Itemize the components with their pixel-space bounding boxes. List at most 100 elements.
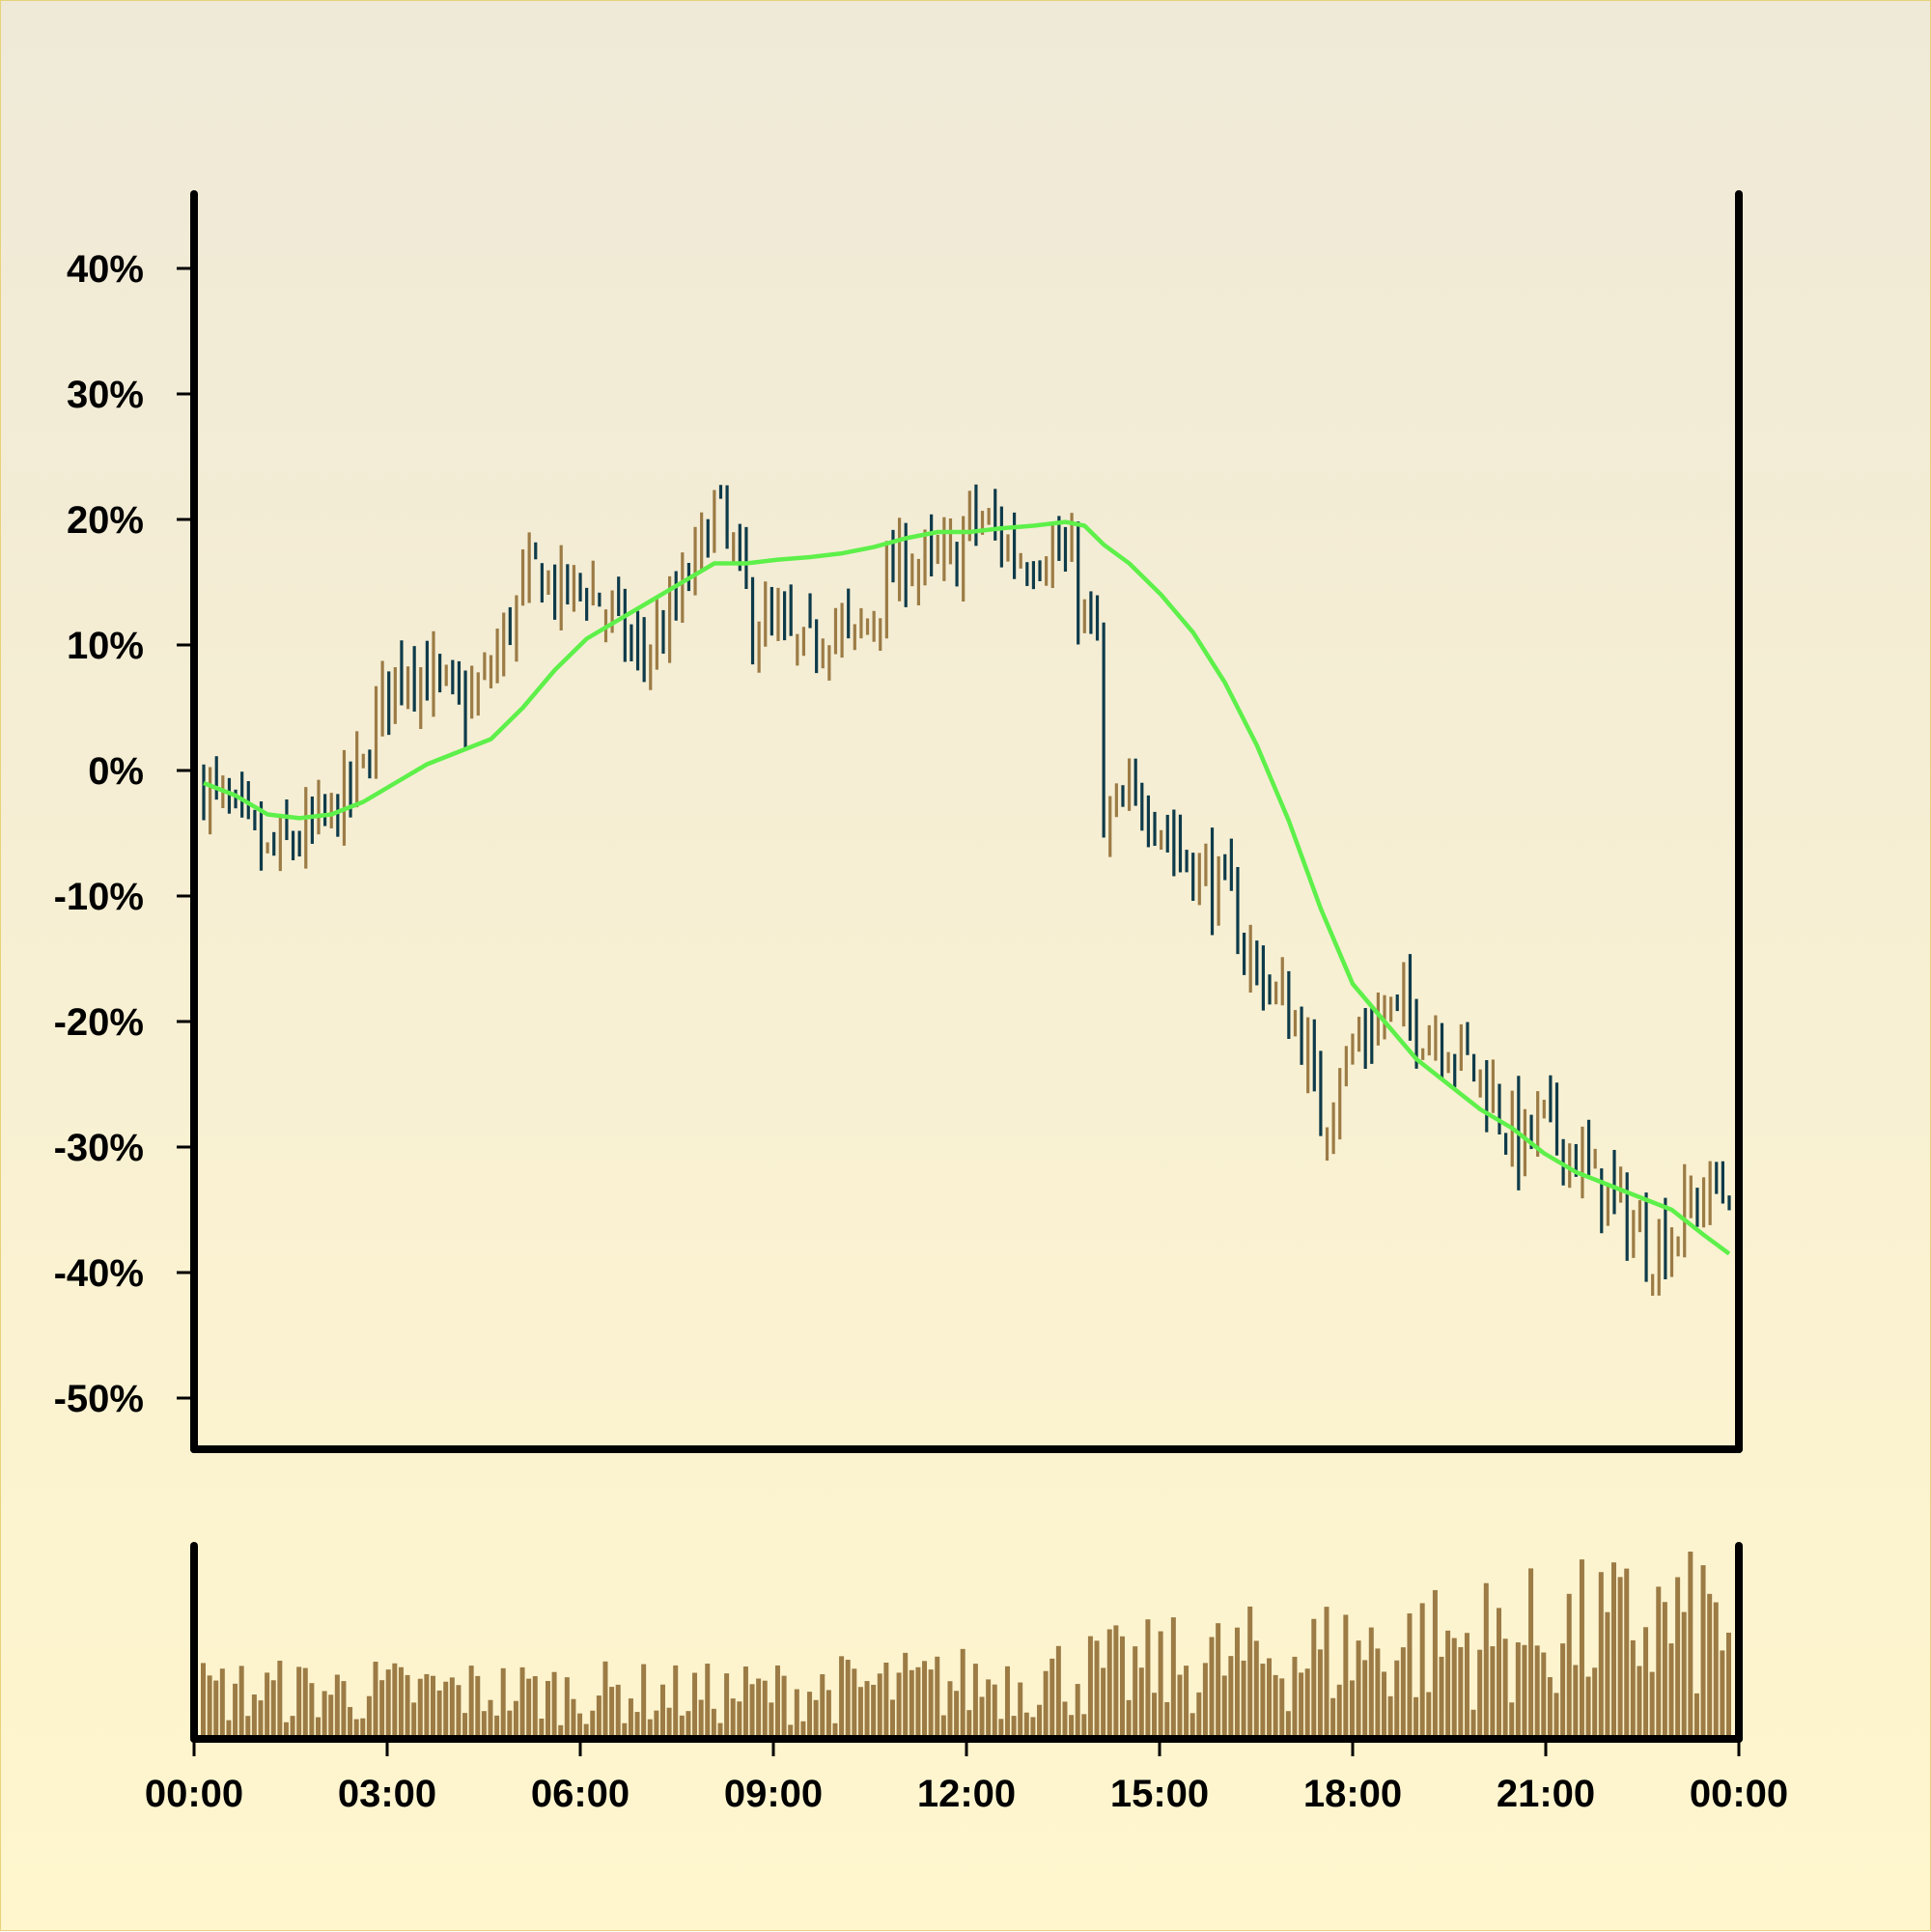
volume-bar xyxy=(641,1664,647,1739)
volume-bar xyxy=(411,1702,417,1739)
volume-bar xyxy=(1726,1632,1731,1739)
volume-bar xyxy=(296,1666,302,1739)
volume-bar xyxy=(577,1713,583,1739)
volume-bar xyxy=(1643,1627,1649,1739)
volume-bar xyxy=(373,1662,378,1739)
volume-bar xyxy=(1637,1666,1642,1739)
volume-bar xyxy=(1184,1666,1189,1739)
volume-bar xyxy=(1464,1633,1469,1739)
volume-bar xyxy=(883,1662,889,1739)
volume-bar xyxy=(1375,1648,1381,1739)
volume-bar xyxy=(302,1667,308,1739)
volume-bar xyxy=(475,1675,481,1739)
volume-bar xyxy=(309,1683,315,1739)
volume-bar xyxy=(1101,1667,1106,1739)
volume-bar xyxy=(1209,1637,1215,1739)
y-tick-label: -20% xyxy=(54,1001,144,1044)
x-tick-label: 09:00 xyxy=(724,1773,823,1815)
volume-bar xyxy=(922,1661,928,1739)
volume-bar xyxy=(322,1691,327,1739)
volume-bar xyxy=(1119,1636,1125,1739)
volume-bar xyxy=(1675,1577,1681,1739)
volume-bar xyxy=(385,1669,391,1739)
y-tick-label: 10% xyxy=(67,625,144,667)
volume-bar xyxy=(705,1664,711,1739)
volume-bar xyxy=(1279,1678,1285,1739)
volume-bar xyxy=(219,1668,225,1739)
x-tick-label: 18:00 xyxy=(1303,1773,1402,1815)
volume-bar xyxy=(500,1667,506,1739)
volume-bar xyxy=(1349,1680,1355,1739)
volume-bar xyxy=(1579,1559,1584,1739)
volume-bar xyxy=(1585,1676,1591,1739)
volume-bar xyxy=(1158,1631,1163,1739)
volume-bar xyxy=(666,1707,672,1739)
volume-bar xyxy=(1515,1642,1521,1739)
x-tick-label: 21:00 xyxy=(1497,1773,1595,1815)
volume-bar xyxy=(1253,1640,1259,1739)
volume-bar xyxy=(1483,1582,1489,1739)
volume-bar xyxy=(1037,1704,1043,1739)
volume-bar xyxy=(852,1668,857,1739)
volume-bar xyxy=(1681,1611,1687,1739)
volume-bar xyxy=(1426,1692,1432,1739)
y-tick-label: 20% xyxy=(67,499,144,542)
volume-bar xyxy=(788,1724,794,1739)
volume-bar xyxy=(730,1698,736,1739)
volume-bar xyxy=(679,1715,685,1739)
volume-bar xyxy=(290,1716,295,1739)
volume-bar xyxy=(1018,1682,1023,1739)
volume-bar xyxy=(424,1673,430,1739)
volume-bar xyxy=(947,1681,953,1739)
volume-bar xyxy=(596,1695,602,1739)
volume-bar xyxy=(698,1699,704,1739)
volume-bar xyxy=(1662,1602,1667,1739)
y-tick-label: -40% xyxy=(54,1252,144,1295)
volume-bar xyxy=(1030,1717,1036,1739)
volume-bar xyxy=(1145,1619,1151,1739)
volume-bar xyxy=(315,1717,321,1739)
moving-average-layer xyxy=(203,519,1731,1256)
volume-bar xyxy=(1069,1715,1075,1739)
volume-bar xyxy=(238,1666,244,1739)
volume-bar xyxy=(992,1684,997,1739)
volume-bar xyxy=(794,1689,799,1739)
volume-bar xyxy=(998,1719,1004,1739)
volume-bar xyxy=(1260,1664,1266,1739)
x-tick-label: 06:00 xyxy=(531,1773,630,1815)
volume-bar xyxy=(353,1719,359,1739)
volume-bar xyxy=(1023,1712,1029,1739)
volume-bar xyxy=(659,1684,665,1739)
volume-bar xyxy=(1720,1650,1725,1739)
volume-bar xyxy=(966,1710,972,1739)
volume-bar xyxy=(1356,1640,1361,1739)
volume-bar xyxy=(430,1675,435,1739)
volume-bar xyxy=(258,1700,264,1739)
x-tick-label: 03:00 xyxy=(338,1773,436,1815)
volume-bar xyxy=(1152,1693,1158,1739)
axes xyxy=(190,190,1743,1743)
volume-bar xyxy=(628,1698,633,1739)
volume-bar xyxy=(1330,1697,1336,1739)
volume-bar xyxy=(398,1666,404,1739)
volume-bar xyxy=(417,1678,423,1739)
volume-bar xyxy=(564,1677,570,1739)
volume-bar xyxy=(539,1719,545,1739)
volume-bar xyxy=(341,1681,347,1739)
volume-bar xyxy=(724,1673,730,1739)
volume-bar xyxy=(1267,1658,1273,1739)
volume-bar xyxy=(1407,1613,1413,1739)
volume-bar xyxy=(1382,1671,1387,1739)
volume-bar xyxy=(1387,1695,1393,1739)
volume-bar xyxy=(1196,1692,1202,1739)
volume-bar xyxy=(756,1678,762,1739)
volume-bar xyxy=(602,1661,608,1739)
volume-bar xyxy=(519,1666,525,1739)
volume-bar xyxy=(348,1707,353,1739)
volume-bar xyxy=(1394,1660,1400,1739)
volume-bar xyxy=(928,1669,934,1739)
volume-bar xyxy=(1477,1649,1483,1739)
volume-bar xyxy=(1311,1618,1317,1739)
volume-bar xyxy=(737,1701,742,1739)
volume-bar xyxy=(1247,1606,1253,1739)
